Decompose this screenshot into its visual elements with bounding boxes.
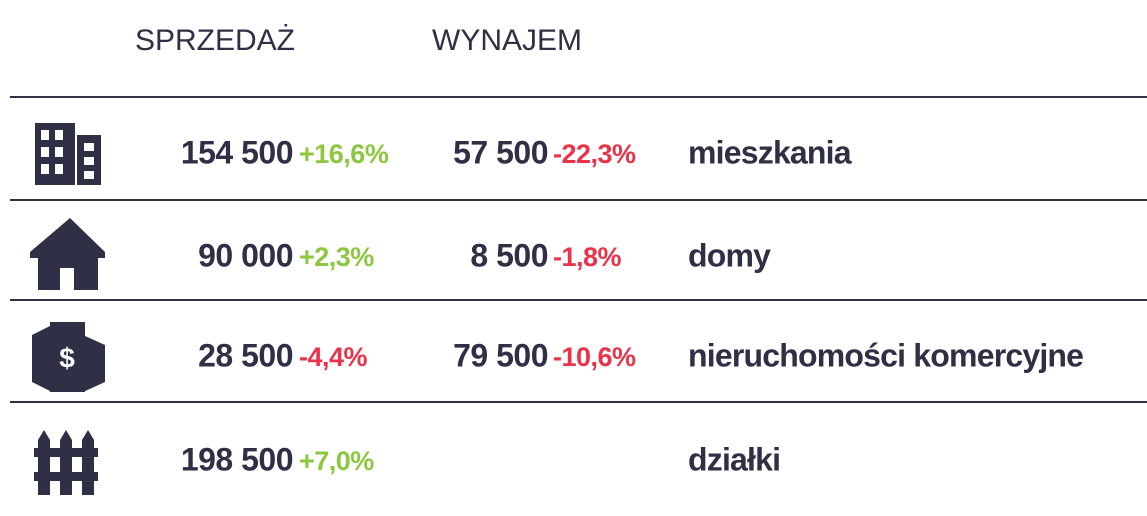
rent-change: -10,6% (553, 342, 636, 372)
apartment-icon (35, 123, 101, 185)
sale-value: 198 500 (181, 441, 293, 477)
house-icon (30, 218, 105, 290)
sale-value: 90 000 (198, 237, 293, 273)
property-type: działki (688, 441, 780, 477)
rent-value: 57 500 (453, 134, 548, 170)
property-type: mieszkania (688, 134, 852, 170)
commercial-icon: $ (32, 322, 105, 392)
fence-icon (34, 430, 98, 495)
property-type: domy (688, 237, 771, 273)
dollar-sign: $ (59, 342, 75, 373)
sale-change: +16,6% (299, 139, 389, 169)
sale-change: -4,4% (299, 342, 368, 372)
property-type: nieruchomości komercyjne (688, 337, 1083, 373)
sale-value: 154 500 (181, 134, 293, 170)
rent-change: -1,8% (553, 242, 622, 272)
sale-change: +2,3% (299, 242, 374, 272)
column-header: WYNAJEM (432, 24, 582, 57)
rent-value: 8 500 (470, 237, 548, 273)
rent-change: -22,3% (553, 139, 636, 169)
rent-value: 79 500 (453, 337, 548, 373)
sale-value: 28 500 (198, 337, 293, 373)
sale-change: +7,0% (299, 446, 374, 476)
column-header: SPRZEDAŻ (135, 24, 295, 57)
